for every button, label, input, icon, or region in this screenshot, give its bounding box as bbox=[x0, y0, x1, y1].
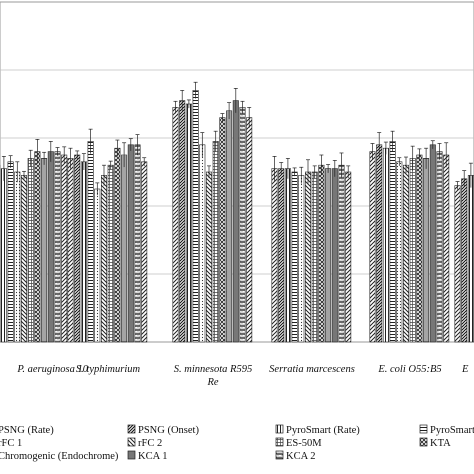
bar bbox=[402, 164, 409, 343]
bar bbox=[179, 100, 186, 343]
legend-label: PyroSmart (Onset) bbox=[430, 425, 474, 436]
legend-label: PSNG (Rate) bbox=[0, 425, 54, 436]
bar bbox=[331, 168, 338, 343]
legend-label: PSNG (Onset) bbox=[138, 425, 199, 436]
bar bbox=[94, 188, 101, 343]
bar bbox=[41, 158, 48, 343]
bar bbox=[389, 141, 396, 343]
bar bbox=[192, 90, 199, 343]
bar bbox=[232, 100, 239, 343]
category-label-line: P. aeruginosa 10 bbox=[16, 364, 88, 375]
bar bbox=[325, 168, 332, 343]
bar bbox=[246, 117, 253, 343]
legend-label: Chromogenic (Endochrome) bbox=[0, 451, 119, 462]
bar bbox=[338, 164, 345, 343]
bar bbox=[61, 154, 68, 343]
legend-label: KCA 2 bbox=[286, 451, 315, 462]
bar bbox=[20, 175, 27, 343]
bar bbox=[423, 158, 430, 343]
legend-swatch bbox=[275, 437, 284, 447]
legend-swatch bbox=[419, 424, 428, 434]
category-label-line: S. typhimurium bbox=[76, 364, 141, 375]
bar bbox=[226, 110, 233, 343]
bar bbox=[87, 141, 94, 343]
bar bbox=[467, 175, 474, 343]
bar bbox=[14, 171, 21, 343]
category-label: S. typhimurium bbox=[76, 364, 141, 375]
bar bbox=[114, 147, 121, 343]
legend-label: ES-50M bbox=[286, 438, 322, 449]
bar bbox=[74, 154, 81, 343]
bar bbox=[206, 171, 213, 343]
category-label-line: S. minnesota R595 bbox=[174, 364, 252, 375]
legend-label: KCA 1 bbox=[138, 451, 167, 462]
bar bbox=[278, 168, 285, 343]
bar bbox=[7, 161, 14, 343]
bar bbox=[461, 178, 468, 343]
category-label-line: E. coli O55:B5 bbox=[377, 364, 441, 375]
bar bbox=[396, 161, 403, 343]
bar bbox=[199, 144, 206, 343]
legend-swatch bbox=[275, 424, 284, 434]
legend-swatch bbox=[127, 437, 136, 447]
bar bbox=[141, 161, 148, 343]
bar bbox=[172, 107, 179, 343]
bar bbox=[304, 171, 311, 343]
bar bbox=[54, 151, 61, 343]
bar bbox=[409, 158, 416, 343]
bar bbox=[47, 151, 54, 343]
bar bbox=[27, 158, 34, 343]
bar bbox=[298, 175, 305, 343]
bar bbox=[121, 154, 128, 343]
category-label-line: E bbox=[461, 364, 469, 375]
bar bbox=[80, 161, 87, 343]
bar bbox=[376, 144, 383, 343]
category-label: E. coli O55:B5 bbox=[377, 364, 441, 375]
bar bbox=[219, 117, 226, 343]
bar bbox=[436, 151, 443, 343]
bar bbox=[291, 171, 298, 343]
bar bbox=[185, 103, 192, 343]
legend-label: KTA bbox=[430, 438, 451, 449]
bar bbox=[382, 147, 389, 343]
legend-label: rFC 2 bbox=[138, 438, 162, 449]
category-label-line: Re bbox=[206, 377, 218, 388]
bar bbox=[0, 168, 7, 343]
bar bbox=[271, 168, 278, 343]
bar bbox=[454, 185, 461, 343]
bar bbox=[318, 164, 325, 343]
legend-label: PyroSmart (Rate) bbox=[286, 425, 360, 436]
bars bbox=[0, 81, 474, 343]
bar bbox=[67, 158, 74, 343]
legend-swatch bbox=[419, 437, 428, 447]
category-label: E bbox=[461, 364, 469, 375]
bar bbox=[101, 175, 108, 343]
bar bbox=[127, 144, 134, 343]
category-label: Serratia marcescens bbox=[269, 364, 355, 375]
legend-swatch bbox=[127, 424, 136, 434]
bar bbox=[369, 151, 376, 343]
bar bbox=[239, 107, 246, 343]
category-labels: P. aeruginosa 10S. typhimurium S. minneso… bbox=[16, 364, 469, 388]
category-label: S. minnesota R595 Re bbox=[174, 364, 252, 388]
bar bbox=[345, 171, 352, 343]
legend: PSNG (Rate) PSNG (Onset) PyroSmart (Rate) P… bbox=[0, 424, 474, 462]
bar bbox=[284, 168, 291, 343]
legend-swatch bbox=[127, 450, 136, 460]
bar bbox=[107, 164, 114, 343]
bar bbox=[212, 141, 219, 343]
bar bbox=[134, 144, 141, 343]
legend-label: rFC 1 bbox=[0, 438, 22, 449]
bar bbox=[443, 154, 450, 343]
legend-swatch bbox=[275, 450, 284, 460]
bar bbox=[311, 171, 318, 343]
bar bbox=[34, 151, 41, 343]
category-label: P. aeruginosa 10 bbox=[16, 364, 88, 375]
bar bbox=[429, 144, 436, 343]
category-label-line: Serratia marcescens bbox=[269, 364, 355, 375]
bar bbox=[416, 154, 423, 343]
